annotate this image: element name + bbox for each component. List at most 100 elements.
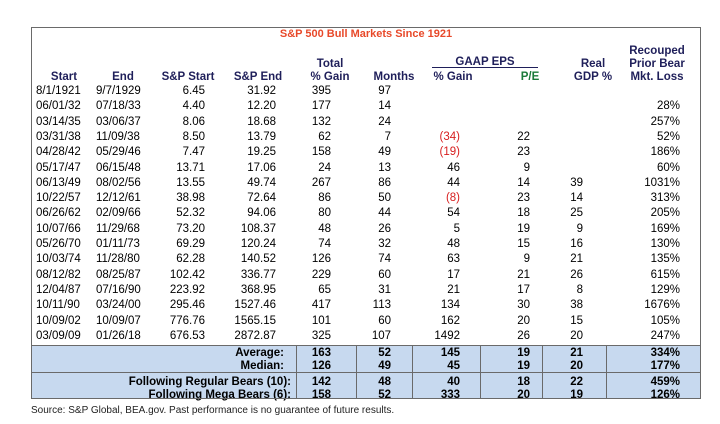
summary-value: 126 bbox=[311, 360, 331, 372]
table-cell: 15 bbox=[570, 314, 583, 327]
table-cell: 02/09/66 bbox=[96, 207, 141, 220]
table-cell: 23 bbox=[517, 192, 530, 205]
summary-value: 52 bbox=[378, 389, 391, 401]
gaap-eps-underline bbox=[432, 67, 538, 68]
column-header-8: GDP % bbox=[573, 71, 613, 83]
table-cell: 86 bbox=[378, 176, 391, 189]
table-cell: 23 bbox=[517, 146, 530, 159]
summary-value: 19 bbox=[517, 347, 530, 359]
table-cell: 132 bbox=[311, 115, 331, 128]
table-cell: 49.74 bbox=[247, 176, 276, 189]
table-cell: (19) bbox=[439, 146, 460, 159]
table-cell: 17 bbox=[447, 268, 460, 281]
table-cell: 169% bbox=[650, 222, 680, 235]
summary-value: 145 bbox=[440, 347, 460, 359]
table-cell: 395 bbox=[311, 85, 331, 97]
summary-divider bbox=[412, 345, 413, 398]
table-cell: 5 bbox=[453, 222, 460, 235]
table-cell: 31 bbox=[378, 283, 391, 296]
table-cell: 11/09/38 bbox=[96, 130, 140, 143]
table-cell: 4.40 bbox=[182, 100, 205, 113]
table-cell: 39 bbox=[570, 176, 583, 189]
summary-value: 21 bbox=[570, 347, 583, 359]
summary-divider bbox=[606, 345, 607, 398]
table-cell: 1565.15 bbox=[234, 314, 276, 327]
table-cell: 8/1/1921 bbox=[36, 85, 81, 97]
table-cell: 26 bbox=[570, 268, 583, 281]
column-header-4: % Gain bbox=[310, 71, 350, 83]
table-cell: 776.76 bbox=[169, 314, 205, 327]
table-cell: 18.68 bbox=[247, 115, 276, 128]
summary-divider bbox=[480, 345, 481, 398]
table-cell: 73.20 bbox=[176, 222, 205, 235]
table-cell: 368.95 bbox=[240, 283, 276, 296]
table-cell: 15 bbox=[517, 238, 530, 250]
table-cell: 113 bbox=[372, 299, 391, 312]
summary-value: 142 bbox=[311, 376, 331, 388]
table-cell: 1492 bbox=[434, 329, 460, 342]
summary-value: 459% bbox=[650, 376, 680, 388]
table-cell: 31.92 bbox=[247, 85, 276, 97]
summary-value: 158 bbox=[311, 389, 331, 401]
table-cell: 65 bbox=[318, 283, 331, 296]
table-cell: 7.47 bbox=[182, 146, 205, 159]
table-cell: 129% bbox=[650, 283, 680, 296]
table-cell: 9 bbox=[576, 222, 583, 235]
table-cell: 12/12/61 bbox=[96, 192, 141, 205]
table-cell: 1031% bbox=[644, 176, 680, 189]
table-cell: 10/11/90 bbox=[36, 299, 80, 312]
table-cell: 8 bbox=[576, 283, 583, 296]
summary-divider bbox=[296, 345, 297, 398]
table-cell: 325 bbox=[311, 329, 331, 342]
table-cell: 01/11/73 bbox=[96, 238, 140, 250]
summary-value: 163 bbox=[311, 347, 331, 359]
table-cell: 17 bbox=[517, 283, 530, 296]
summary-value: 45 bbox=[447, 360, 460, 372]
table-cell: 2872.87 bbox=[234, 329, 276, 342]
table-cell: 313% bbox=[650, 192, 680, 205]
table-cell: 52.32 bbox=[176, 207, 205, 220]
table-cell: 135% bbox=[650, 253, 680, 266]
table-cell: 25 bbox=[570, 207, 583, 220]
table-cell: 60% bbox=[656, 161, 680, 174]
table-cell: 04/28/42 bbox=[36, 146, 81, 159]
summary-divider bbox=[356, 345, 357, 398]
table-cell: 26 bbox=[517, 329, 530, 342]
table-cell: 10/03/74 bbox=[36, 253, 81, 266]
summary-divider bbox=[542, 345, 543, 398]
summary-value: 177% bbox=[650, 360, 680, 372]
table-cell: 1676% bbox=[644, 299, 680, 312]
table-cell: 676.53 bbox=[169, 329, 205, 342]
table-cell: 229 bbox=[311, 268, 331, 281]
table-cell: 03/06/37 bbox=[96, 115, 141, 128]
table-cell: 74 bbox=[318, 238, 331, 250]
table-cell: 17.06 bbox=[247, 161, 276, 174]
table-cell: 44 bbox=[447, 176, 460, 189]
summary-value: 19 bbox=[570, 389, 583, 401]
summary-label: Average: bbox=[235, 347, 284, 359]
table-cell: 05/26/70 bbox=[36, 238, 81, 250]
summary-rule bbox=[32, 345, 700, 346]
table-cell: 120.24 bbox=[240, 238, 276, 250]
table-cell: 20 bbox=[570, 329, 583, 342]
summary-value: 333 bbox=[440, 389, 460, 401]
table-cell: 11/29/68 bbox=[96, 222, 140, 235]
table-cell: 417 bbox=[311, 299, 331, 312]
column-header-9: Mkt. Loss bbox=[630, 71, 684, 83]
table-cell: 101 bbox=[311, 314, 331, 327]
table-cell: 03/31/38 bbox=[36, 130, 81, 143]
table-cell: 257% bbox=[650, 115, 680, 128]
column-header-3: S&P End bbox=[233, 71, 283, 83]
table-cell: 18 bbox=[517, 207, 530, 220]
table-cell: 94.06 bbox=[247, 207, 276, 220]
table-cell: 10/09/02 bbox=[36, 314, 81, 327]
table-title: S&P 500 Bull Markets Since 1921 bbox=[279, 28, 453, 40]
table-cell: 247% bbox=[650, 329, 680, 342]
summary-value: 20 bbox=[517, 389, 530, 401]
table-cell: 06/15/48 bbox=[96, 161, 141, 174]
table-cell: 03/09/09 bbox=[36, 329, 81, 342]
table-cell: 38.98 bbox=[176, 192, 205, 205]
table-cell: 7 bbox=[384, 130, 391, 143]
table-cell: 24 bbox=[378, 115, 391, 128]
summary-value: 126% bbox=[650, 389, 680, 401]
